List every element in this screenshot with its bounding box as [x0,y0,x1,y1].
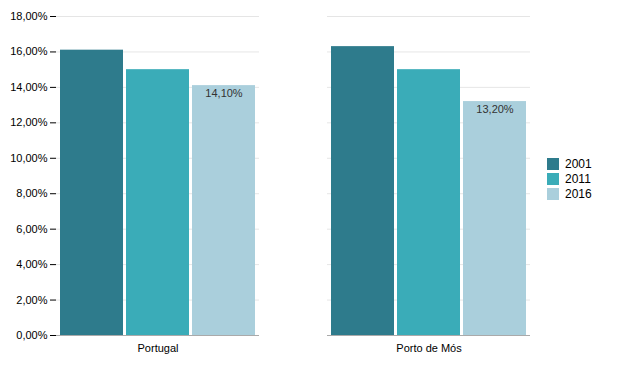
svg-text:18,00%: 18,00% [10,10,48,22]
svg-text:10,00%: 10,00% [10,152,48,164]
html-text:2011: 2011 [565,172,591,186]
svg-text:13,20%: 13,20% [476,103,514,115]
svg-text:6,00%: 6,00% [16,223,47,235]
svg-text:4,00%: 4,00% [16,258,47,270]
svg-text:14,00%: 14,00% [10,81,48,93]
html-text:2016: 2016 [565,187,592,201]
html-text:2001: 2001 [565,157,592,171]
svg-text:0,00%: 0,00% [16,329,47,341]
svg-text:8,00%: 8,00% [16,187,47,199]
svg-text:12,00%: 12,00% [10,116,48,128]
svg-text:14,10%: 14,10% [205,87,243,99]
svg-text:16,00%: 16,00% [10,45,48,57]
svg-text:Portugal: Portugal [138,342,179,354]
svg-text:2,00%: 2,00% [16,294,47,306]
svg-text:Porto de Mós: Porto de Mós [396,342,462,354]
